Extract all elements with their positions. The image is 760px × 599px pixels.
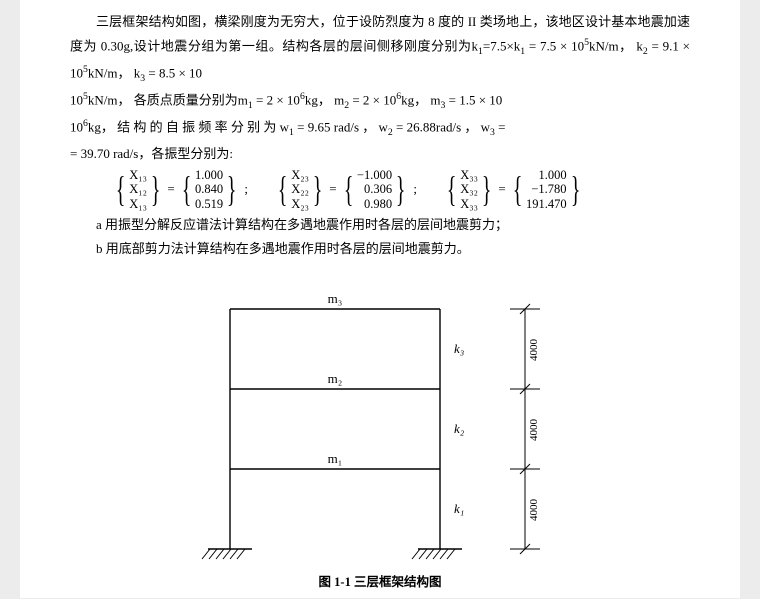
brace-left-icon: { (182, 171, 192, 207)
brace-left-icon: { (447, 171, 457, 207)
vector-values: −1.000 0.306 0.980 (357, 168, 392, 211)
vec-value: 0.980 (364, 197, 392, 211)
text-run: = 7.5 × 10 (525, 38, 584, 53)
brace-right-icon: } (313, 171, 323, 207)
vec-value: 191.470 (526, 197, 567, 211)
vector-values: 1.000 0.840 0.519 (195, 168, 223, 211)
svg-text:k₃: k₃ (454, 341, 464, 356)
vector-3: { X₃₃ X₃₂ X₃₃ } = { 1.000 −1.780 191.470… (443, 168, 584, 211)
vec-value: 0.306 (364, 182, 392, 196)
text-run: kg (305, 92, 318, 107)
text-run: = 8.5 × 10 (145, 65, 202, 80)
math-line-masses: 105kN/m， 各质点质量分别为m1 = 2 × 106kg， m2 = 2 … (70, 88, 690, 115)
text-run: = 2 × 10 (253, 92, 300, 107)
text-run: =7.5×k (483, 38, 520, 53)
text-run: kg (401, 92, 414, 107)
text-run: = 1.5 × 10 (445, 92, 502, 107)
brace-right-icon: } (151, 171, 161, 207)
problem-statement: 三层框架结构如图，横梁刚度为无穷大，位于设防烈度为 8 度的 II 类场地上，该… (70, 10, 690, 88)
vec-value: 0.840 (195, 182, 223, 196)
vec-value: 1.000 (538, 168, 566, 182)
question-a: a 用振型分解反应谱法计算结构在多遇地震作用时各层的层间地震剪力； (70, 213, 690, 237)
vector-labels: X₃₃ X₃₂ X₃₃ (460, 168, 478, 211)
question-b: b 用底部剪力法计算结构在多遇地震作用时各层的层间地震剪力。 (70, 237, 690, 261)
svg-text:k₂: k₂ (454, 421, 465, 436)
vector-labels: X₂₃ X₂₂ X₂₃ (291, 168, 309, 211)
vec-label: X₃₃ (460, 197, 478, 211)
vec-label: X₂₃ (291, 168, 309, 182)
text-run: = 39.70 rad/s， (70, 146, 151, 161)
text-run: w (481, 119, 490, 134)
document-page: 三层框架结构如图，横梁刚度为无穷大，位于设防烈度为 8 度的 II 类场地上，该… (20, 0, 740, 598)
svg-text:4000: 4000 (528, 499, 540, 522)
semicolon: ; (244, 181, 248, 197)
text-run: kg (88, 119, 101, 134)
vec-value: −1.000 (357, 168, 392, 182)
brace-right-icon: } (396, 171, 406, 207)
svg-text:4000: 4000 (528, 339, 540, 362)
text-run: kN/m (589, 38, 619, 53)
brace-right-icon: } (570, 171, 580, 207)
text-run: = 26.88rad/s (393, 119, 465, 134)
text-run: kN/m (88, 65, 118, 80)
vector-labels: X₁₃ X₁₂ X₁₃ (129, 168, 147, 211)
brace-left-icon: { (513, 171, 523, 207)
vec-value: 0.519 (195, 197, 223, 211)
brace-left-icon: { (278, 171, 288, 207)
vec-value: 1.000 (195, 168, 223, 182)
vec-label: X₁₃ (129, 168, 147, 182)
text-run: 各振型分别为: (151, 146, 233, 161)
math-line-freq: 106kg， 结 构 的 自 振 频 率 分 别 为 w1 = 9.65 rad… (70, 115, 690, 142)
brace-right-icon: } (227, 171, 237, 207)
mode-vectors: { X₁₃ X₁₂ X₁₃ } = { 1.000 0.840 0.519 } … (112, 168, 690, 211)
vector-2: { X₂₃ X₂₂ X₂₃ } = { −1.000 0.306 0.980 }… (274, 168, 417, 211)
text-run: 结 构 的 自 振 频 率 分 别 为 w (117, 119, 289, 134)
semicolon: ; (413, 181, 417, 197)
frame-diagram-svg: m₃ m₂ m₁ k₃ k₂ k₁ 4000 4000 4000 (80, 269, 680, 569)
svg-text:m₃: m₃ (328, 291, 343, 306)
figure-caption: 图 1-1 三层框架结构图 (70, 571, 690, 590)
vec-label: X₃₃ (460, 168, 478, 182)
brace-left-icon: { (344, 171, 354, 207)
vector-1: { X₁₃ X₁₂ X₁₃ } = { 1.000 0.840 0.519 } … (112, 168, 248, 211)
equals: = (329, 181, 336, 197)
svg-text:4000: 4000 (528, 419, 540, 442)
vec-label: X₂₃ (291, 197, 309, 211)
vec-label: X₂₂ (291, 182, 309, 196)
vec-value: −1.780 (531, 182, 566, 196)
vector-values: 1.000 −1.780 191.470 (526, 168, 567, 211)
text-run: kN/m (88, 92, 118, 107)
vec-label: X₁₃ (129, 197, 147, 211)
vec-label: X₃₂ (460, 182, 478, 196)
text-run: 各质点质量分别为m (134, 92, 248, 107)
svg-text:m₁: m₁ (328, 451, 343, 466)
equals: = (498, 181, 505, 197)
vec-label: X₁₂ (129, 182, 147, 196)
frame-figure: m₃ m₂ m₁ k₃ k₂ k₁ 4000 4000 4000 (80, 269, 680, 569)
svg-text:k₁: k₁ (454, 501, 464, 516)
equals: = (167, 181, 174, 197)
svg-text:m₂: m₂ (328, 371, 343, 386)
text-run: = 2 × 10 (349, 92, 396, 107)
brace-left-icon: { (116, 171, 126, 207)
brace-right-icon: } (482, 171, 492, 207)
math-line-modes: = 39.70 rad/s，各振型分别为: (70, 142, 690, 166)
text-run: = 9.65 rad/s (294, 119, 362, 134)
